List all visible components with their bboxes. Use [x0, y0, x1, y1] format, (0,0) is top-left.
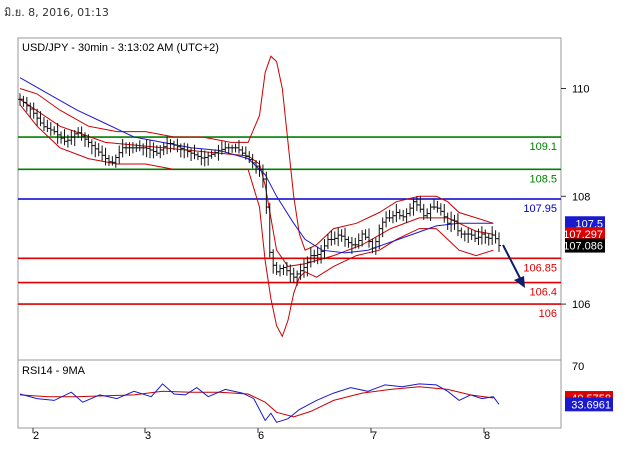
level-label-4: 106.4 — [529, 287, 557, 299]
rsi-panel-frame — [17, 359, 562, 429]
level-label-3: 106.85 — [523, 262, 557, 274]
price-tick-2: 106 — [572, 299, 590, 311]
level-label-1: 108.5 — [529, 173, 557, 185]
level-label-0: 109.1 — [529, 141, 557, 153]
level-label-2: 107.95 — [523, 203, 557, 215]
price-tag-box-2 — [565, 238, 605, 253]
bollinger-lower — [19, 104, 494, 338]
rsi-line — [19, 383, 500, 423]
bollinger-upper — [19, 55, 494, 251]
projection-arrow-head — [514, 276, 525, 288]
x-tick-0: 2 — [33, 430, 39, 442]
price-tick-0: 110 — [572, 84, 590, 96]
level-label-5: 106 — [539, 308, 557, 320]
projection-arrow — [502, 244, 523, 283]
rsi-tag-1: 33.6961 — [571, 399, 611, 411]
rsi-ma-line — [19, 386, 494, 418]
bollinger-mid — [19, 98, 494, 267]
price-tick-1: 108 — [572, 191, 590, 203]
x-tick-3: 7 — [371, 430, 377, 442]
x-tick-1: 3 — [145, 430, 151, 442]
rsi-label: RSI14 - 9MA — [22, 365, 86, 377]
x-tick-4: 8 — [484, 430, 490, 442]
timestamp: มิ.ย. 8, 2016, 01:13 — [4, 6, 109, 19]
price-tag-box-1 — [565, 227, 605, 242]
price-tag-2: 107.086 — [563, 241, 603, 253]
x-tick-2: 6 — [258, 430, 264, 442]
price-tag-box-0 — [565, 216, 605, 231]
moving-average — [19, 77, 494, 254]
chart-title: USD/JPY - 30min - 3:13:02 AM (UTC+2) — [22, 42, 219, 54]
price-tag-1: 107.297 — [563, 229, 603, 241]
rsi-tick-70: 70 — [572, 361, 584, 373]
rsi-tag-box-1 — [565, 397, 613, 412]
